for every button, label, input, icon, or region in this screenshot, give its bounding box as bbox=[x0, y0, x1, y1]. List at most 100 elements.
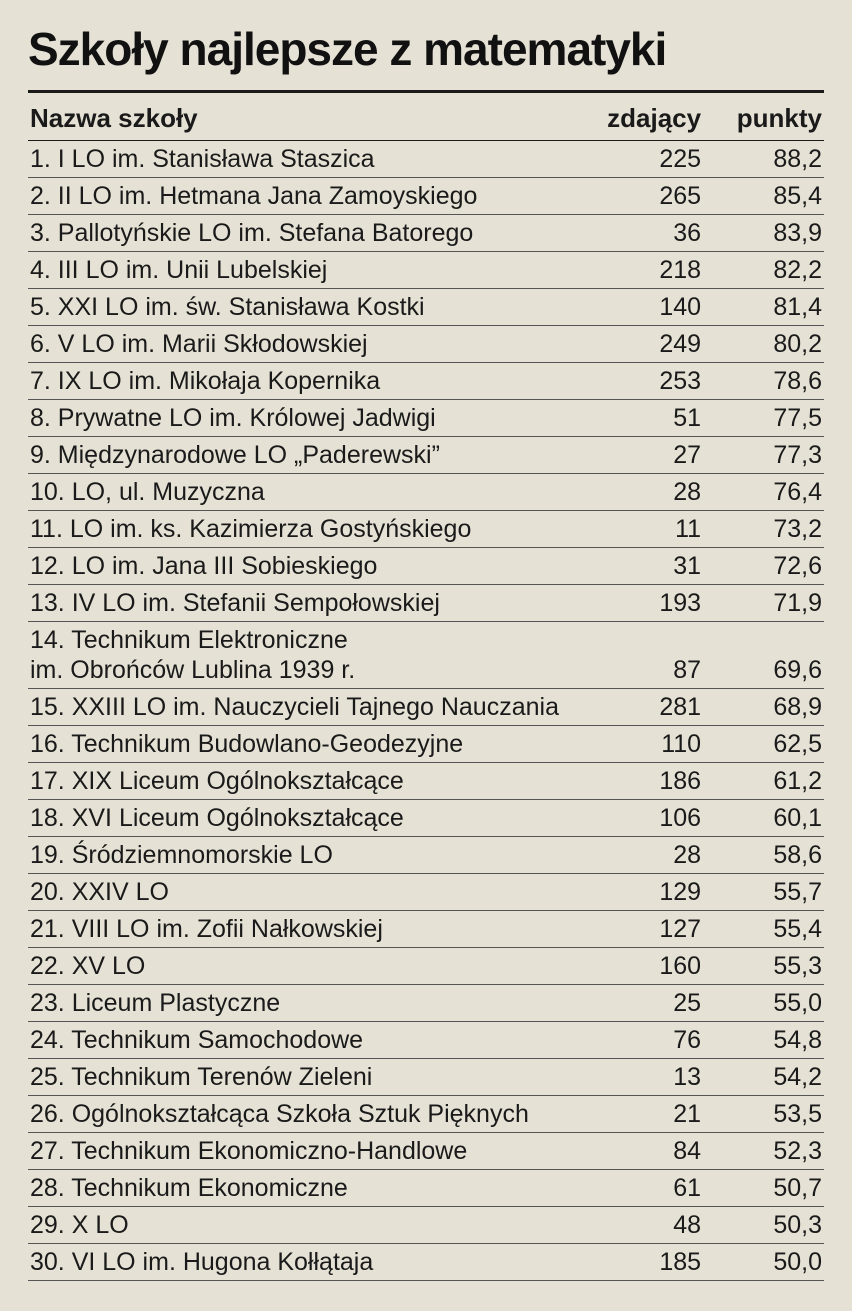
title-rule bbox=[28, 90, 824, 93]
cell-points: 53,5 bbox=[703, 1096, 824, 1133]
cell-count: 249 bbox=[592, 326, 703, 363]
cell-count: 51 bbox=[592, 400, 703, 437]
cell-points: 60,1 bbox=[703, 800, 824, 837]
cell-points: 69,6 bbox=[703, 622, 824, 689]
cell-points: 85,4 bbox=[703, 178, 824, 215]
cell-count: 186 bbox=[592, 763, 703, 800]
cell-count: 185 bbox=[592, 1244, 703, 1281]
cell-school-name: 9. Międzynarodowe LO „Paderewski” bbox=[28, 437, 592, 474]
cell-count: 48 bbox=[592, 1207, 703, 1244]
cell-school-name: 1. I LO im. Stanisława Staszica bbox=[28, 141, 592, 178]
table-row: 17. XIX Liceum Ogólnokształcące18661,2 bbox=[28, 763, 824, 800]
cell-school-name: 16. Technikum Budowlano-Geodezyjne bbox=[28, 726, 592, 763]
cell-points: 55,0 bbox=[703, 985, 824, 1022]
cell-count: 129 bbox=[592, 874, 703, 911]
table-row: 20. XXIV LO12955,7 bbox=[28, 874, 824, 911]
cell-school-name: 27. Technikum Ekonomiczno-Handlowe bbox=[28, 1133, 592, 1170]
ranking-table: Nazwa szkoły zdający punkty 1. I LO im. … bbox=[28, 99, 824, 1281]
table-row: 28. Technikum Ekonomiczne6150,7 bbox=[28, 1170, 824, 1207]
cell-points: 77,3 bbox=[703, 437, 824, 474]
cell-school-name: 8. Prywatne LO im. Królowej Jadwigi bbox=[28, 400, 592, 437]
cell-count: 140 bbox=[592, 289, 703, 326]
cell-points: 55,4 bbox=[703, 911, 824, 948]
cell-count: 28 bbox=[592, 837, 703, 874]
cell-school-name: 3. Pallotyńskie LO im. Stefana Batorego bbox=[28, 215, 592, 252]
cell-school-name: 17. XIX Liceum Ogólnokształcące bbox=[28, 763, 592, 800]
cell-count: 160 bbox=[592, 948, 703, 985]
table-row: 2. II LO im. Hetmana Jana Zamoyskiego265… bbox=[28, 178, 824, 215]
cell-count: 13 bbox=[592, 1059, 703, 1096]
table-row: 26. Ogólnokształcąca Szkoła Sztuk Piękny… bbox=[28, 1096, 824, 1133]
cell-points: 52,3 bbox=[703, 1133, 824, 1170]
table-row: 1. I LO im. Stanisława Staszica22588,2 bbox=[28, 141, 824, 178]
cell-school-name: 25. Technikum Terenów Zieleni bbox=[28, 1059, 592, 1096]
cell-points: 78,6 bbox=[703, 363, 824, 400]
cell-school-name: 22. XV LO bbox=[28, 948, 592, 985]
cell-points: 55,3 bbox=[703, 948, 824, 985]
cell-points: 83,9 bbox=[703, 215, 824, 252]
cell-count: 84 bbox=[592, 1133, 703, 1170]
cell-count: 76 bbox=[592, 1022, 703, 1059]
cell-points: 62,5 bbox=[703, 726, 824, 763]
cell-school-name: 24. Technikum Samochodowe bbox=[28, 1022, 592, 1059]
cell-count: 265 bbox=[592, 178, 703, 215]
cell-count: 193 bbox=[592, 585, 703, 622]
cell-points: 50,0 bbox=[703, 1244, 824, 1281]
cell-count: 110 bbox=[592, 726, 703, 763]
ranking-page: Szkoły najlepsze z matematyki Nazwa szko… bbox=[0, 0, 852, 1311]
cell-school-name: 11. LO im. ks. Kazimierza Gostyńskiego bbox=[28, 511, 592, 548]
table-row: 9. Międzynarodowe LO „Paderewski”2777,3 bbox=[28, 437, 824, 474]
cell-count: 127 bbox=[592, 911, 703, 948]
cell-school-name: 4. III LO im. Unii Lubelskiej bbox=[28, 252, 592, 289]
cell-count: 28 bbox=[592, 474, 703, 511]
table-row: 24. Technikum Samochodowe7654,8 bbox=[28, 1022, 824, 1059]
cell-school-name: 28. Technikum Ekonomiczne bbox=[28, 1170, 592, 1207]
table-row: 29. X LO4850,3 bbox=[28, 1207, 824, 1244]
cell-school-name: 12. LO im. Jana III Sobieskiego bbox=[28, 548, 592, 585]
table-row: 13. IV LO im. Stefanii Sempołowskiej1937… bbox=[28, 585, 824, 622]
cell-count: 281 bbox=[592, 689, 703, 726]
table-row: 3. Pallotyńskie LO im. Stefana Batorego3… bbox=[28, 215, 824, 252]
cell-school-name: 29. X LO bbox=[28, 1207, 592, 1244]
cell-points: 55,7 bbox=[703, 874, 824, 911]
cell-count: 21 bbox=[592, 1096, 703, 1133]
cell-count: 27 bbox=[592, 437, 703, 474]
table-row: 7. IX LO im. Mikołaja Kopernika25378,6 bbox=[28, 363, 824, 400]
table-row: 23. Liceum Plastyczne2555,0 bbox=[28, 985, 824, 1022]
table-row: 27. Technikum Ekonomiczno-Handlowe8452,3 bbox=[28, 1133, 824, 1170]
table-body: 1. I LO im. Stanisława Staszica22588,22.… bbox=[28, 141, 824, 1281]
table-row: 10. LO, ul. Muzyczna2876,4 bbox=[28, 474, 824, 511]
cell-count: 218 bbox=[592, 252, 703, 289]
cell-count: 106 bbox=[592, 800, 703, 837]
cell-points: 82,2 bbox=[703, 252, 824, 289]
cell-count: 87 bbox=[592, 622, 703, 689]
cell-school-name: 21. VIII LO im. Zofii Nałkowskiej bbox=[28, 911, 592, 948]
table-row: 21. VIII LO im. Zofii Nałkowskiej12755,4 bbox=[28, 911, 824, 948]
table-row: 4. III LO im. Unii Lubelskiej21882,2 bbox=[28, 252, 824, 289]
table-row: 12. LO im. Jana III Sobieskiego3172,6 bbox=[28, 548, 824, 585]
col-header-count: zdający bbox=[592, 99, 703, 141]
col-header-name: Nazwa szkoły bbox=[28, 99, 592, 141]
cell-points: 76,4 bbox=[703, 474, 824, 511]
cell-points: 50,3 bbox=[703, 1207, 824, 1244]
cell-points: 77,5 bbox=[703, 400, 824, 437]
cell-points: 81,4 bbox=[703, 289, 824, 326]
table-row: 16. Technikum Budowlano-Geodezyjne11062,… bbox=[28, 726, 824, 763]
table-row: 25. Technikum Terenów Zieleni1354,2 bbox=[28, 1059, 824, 1096]
cell-points: 68,9 bbox=[703, 689, 824, 726]
cell-points: 54,8 bbox=[703, 1022, 824, 1059]
cell-school-name: 2. II LO im. Hetmana Jana Zamoyskiego bbox=[28, 178, 592, 215]
cell-school-name: 20. XXIV LO bbox=[28, 874, 592, 911]
cell-count: 61 bbox=[592, 1170, 703, 1207]
table-row: 15. XXIII LO im. Nauczycieli Tajnego Nau… bbox=[28, 689, 824, 726]
table-row: 22. XV LO16055,3 bbox=[28, 948, 824, 985]
table-row: 8. Prywatne LO im. Królowej Jadwigi5177,… bbox=[28, 400, 824, 437]
cell-school-name: 18. XVI Liceum Ogólnokształcące bbox=[28, 800, 592, 837]
table-row: 5. XXI LO im. św. Stanisława Kostki14081… bbox=[28, 289, 824, 326]
cell-school-name: 15. XXIII LO im. Nauczycieli Tajnego Nau… bbox=[28, 689, 592, 726]
cell-school-name: 26. Ogólnokształcąca Szkoła Sztuk Piękny… bbox=[28, 1096, 592, 1133]
cell-count: 36 bbox=[592, 215, 703, 252]
cell-school-name: 10. LO, ul. Muzyczna bbox=[28, 474, 592, 511]
table-row: 19. Śródziemnomorskie LO2858,6 bbox=[28, 837, 824, 874]
table-row: 6. V LO im. Marii Skłodowskiej24980,2 bbox=[28, 326, 824, 363]
